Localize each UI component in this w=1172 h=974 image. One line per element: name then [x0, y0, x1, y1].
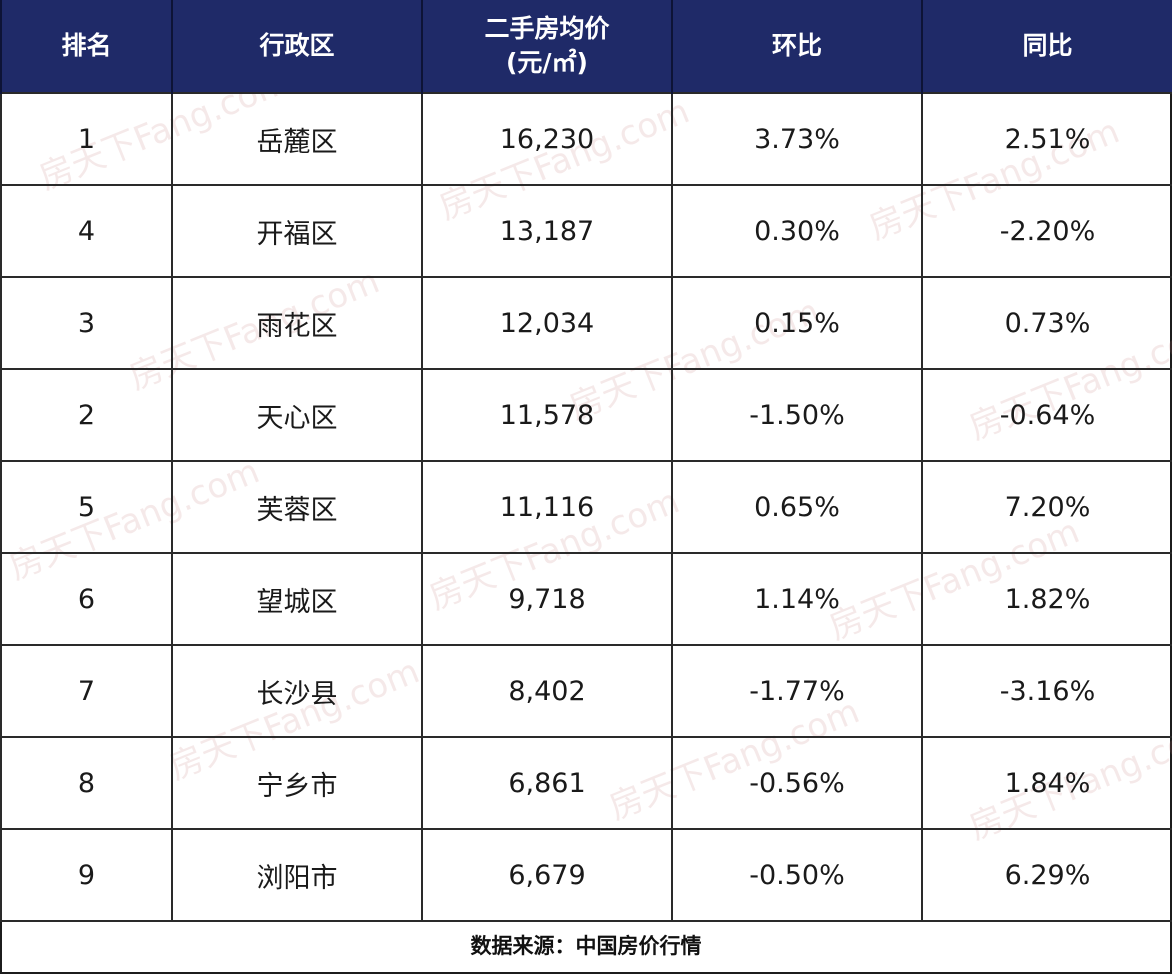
header-price-unit: (元/㎡): [506, 48, 588, 77]
header-district: 行政区: [171, 0, 423, 93]
cell-mom: 0.30%: [671, 184, 923, 278]
cell-mom: 0.65%: [671, 460, 923, 554]
cell-district: 长沙县: [171, 644, 423, 738]
cell-yoy: 0.73%: [921, 276, 1172, 370]
cell-price: 9,718: [421, 552, 673, 646]
cell-yoy: 7.20%: [921, 460, 1172, 554]
data-source-note: 数据来源：中国房价行情: [470, 934, 702, 958]
table-row: 5 芙蓉区 11,116 0.65% 7.20%: [0, 460, 1172, 554]
cell-mom: -1.50%: [671, 368, 923, 462]
table-row: 6 望城区 9,718 1.14% 1.82%: [0, 552, 1172, 646]
cell-rank: 2: [0, 368, 173, 462]
cell-price: 16,230: [421, 92, 673, 186]
cell-rank: 3: [0, 276, 173, 370]
table-row: 9 浏阳市 6,679 -0.50% 6.29%: [0, 828, 1172, 922]
cell-mom: -0.50%: [671, 828, 923, 922]
table-row: 2 天心区 11,578 -1.50% -0.64%: [0, 368, 1172, 462]
cell-yoy: 6.29%: [921, 828, 1172, 922]
cell-rank: 9: [0, 828, 173, 922]
cell-district: 宁乡市: [171, 736, 423, 830]
cell-mom: 3.73%: [671, 92, 923, 186]
cell-yoy: -0.64%: [921, 368, 1172, 462]
cell-price: 6,679: [421, 828, 673, 922]
cell-district: 芙蓉区: [171, 460, 423, 554]
cell-district: 岳麓区: [171, 92, 423, 186]
cell-district: 天心区: [171, 368, 423, 462]
cell-price: 11,116: [421, 460, 673, 554]
header-price: 二手房均价 (元/㎡): [421, 0, 673, 93]
header-row: 排名 行政区 二手房均价 (元/㎡) 环比 同比: [0, 0, 1172, 93]
table-row: 4 开福区 13,187 0.30% -2.20%: [0, 184, 1172, 278]
cell-price: 8,402: [421, 644, 673, 738]
header-rank: 排名: [0, 0, 173, 93]
cell-yoy: 2.51%: [921, 92, 1172, 186]
cell-rank: 6: [0, 552, 173, 646]
cell-price: 6,861: [421, 736, 673, 830]
cell-mom: -1.77%: [671, 644, 923, 738]
cell-rank: 4: [0, 184, 173, 278]
cell-yoy: -2.20%: [921, 184, 1172, 278]
cell-mom: 1.14%: [671, 552, 923, 646]
header-mom: 环比: [671, 0, 923, 93]
cell-rank: 1: [0, 92, 173, 186]
cell-yoy: 1.82%: [921, 552, 1172, 646]
cell-district: 浏阳市: [171, 828, 423, 922]
cell-yoy: -3.16%: [921, 644, 1172, 738]
cell-rank: 8: [0, 736, 173, 830]
cell-district: 雨花区: [171, 276, 423, 370]
cell-district: 开福区: [171, 184, 423, 278]
table-row: 3 雨花区 12,034 0.15% 0.73%: [0, 276, 1172, 370]
cell-district: 望城区: [171, 552, 423, 646]
price-table: 排名 行政区 二手房均价 (元/㎡) 环比 同比 1 岳麓区 16,230 3.…: [0, 0, 1172, 922]
cell-yoy: 1.84%: [921, 736, 1172, 830]
cell-rank: 5: [0, 460, 173, 554]
cell-price: 12,034: [421, 276, 673, 370]
header-yoy: 同比: [921, 0, 1172, 93]
table-row: 8 宁乡市 6,861 -0.56% 1.84%: [0, 736, 1172, 830]
cell-price: 13,187: [421, 184, 673, 278]
cell-rank: 7: [0, 644, 173, 738]
table-row: 7 长沙县 8,402 -1.77% -3.16%: [0, 644, 1172, 738]
cell-mom: 0.15%: [671, 276, 923, 370]
table-row: 1 岳麓区 16,230 3.73% 2.51%: [0, 92, 1172, 186]
cell-price: 11,578: [421, 368, 673, 462]
cell-mom: -0.56%: [671, 736, 923, 830]
header-price-line1: 二手房均价: [484, 14, 610, 43]
